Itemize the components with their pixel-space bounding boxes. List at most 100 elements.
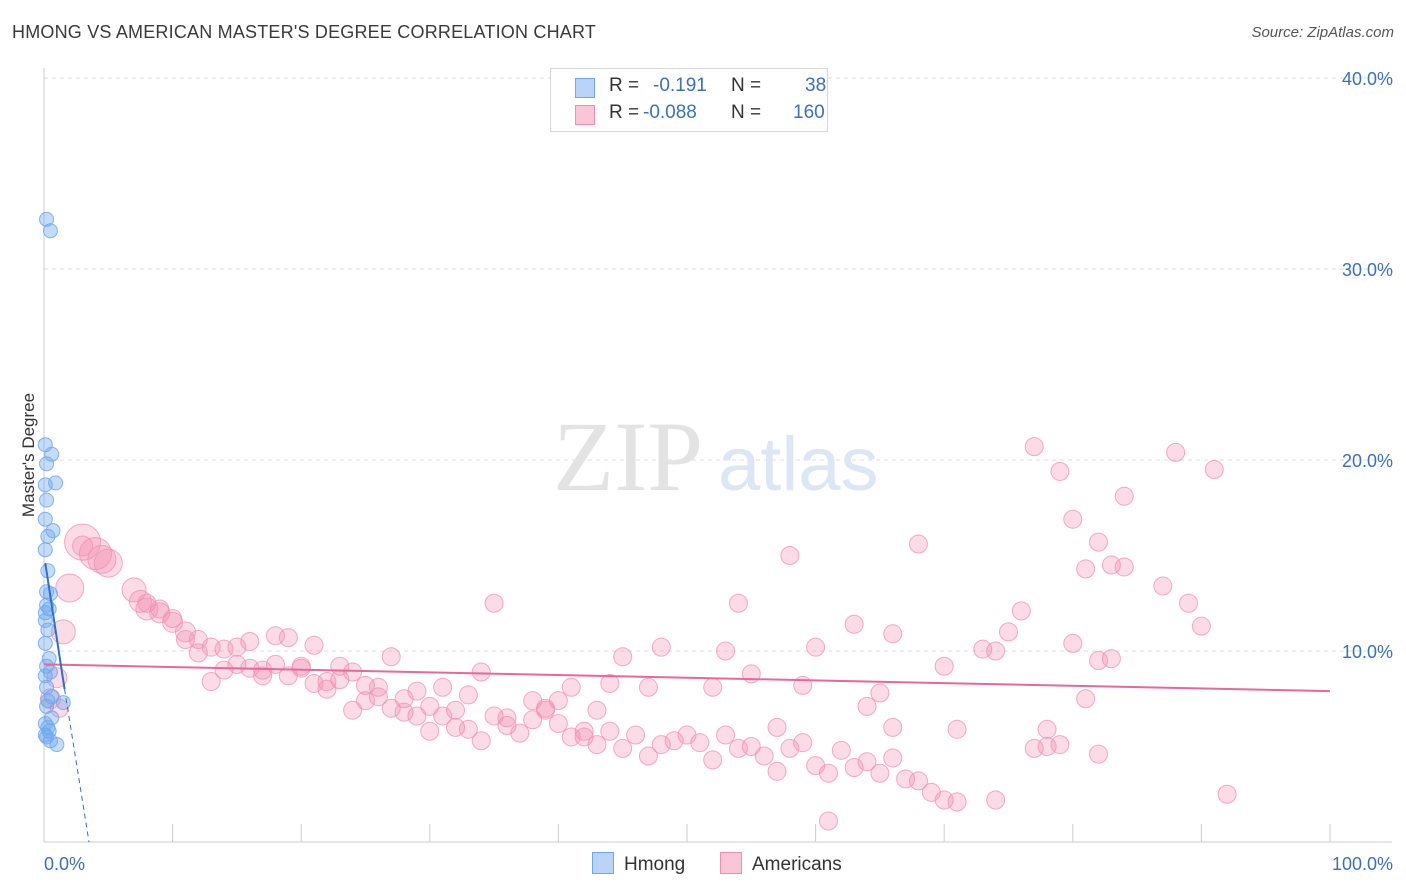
americans-point [240,631,260,651]
americans-point [613,647,633,667]
source-label: Source: ZipAtlas.com [1251,24,1394,41]
americans-point [55,573,85,603]
americans-point [471,662,491,682]
americans-point [741,664,761,684]
hmong-point [49,737,65,753]
hmong-point [40,719,56,735]
americans-point [638,746,658,766]
hmong-point [40,528,56,544]
americans-point [870,763,890,783]
hmong-point [39,584,55,600]
y-tick-label: 20.0% [1342,451,1393,471]
americans-point [317,672,337,692]
americans-points [39,437,1237,831]
bottom-legend-hmong-label: Hmong [624,854,686,875]
americans-point [1191,616,1211,636]
americans-point [343,700,363,720]
watermark: ZIP atlas [553,401,879,512]
y-tick-label: 40.0% [1342,69,1393,89]
americans-point [93,548,123,578]
americans-point [174,621,196,643]
americans-point [317,679,337,699]
americans-point [574,727,594,747]
americans-point [947,792,967,812]
x-tick-label-min: 0.0% [44,854,85,874]
hmong-point [37,612,53,628]
americans-point [703,750,723,770]
americans-point [433,706,453,726]
hmong-point [44,446,60,462]
americans-point [883,748,903,768]
trend-lines [43,562,1331,843]
americans-point [780,546,800,565]
americans-point [1166,442,1186,462]
americans-point [947,719,967,739]
americans-point [523,710,543,730]
americans-point [214,660,234,680]
americans-point [587,700,607,720]
hmong-point [41,651,57,667]
hmong-point [37,511,53,527]
americans-point [163,609,183,629]
bottom-legend-swatch-hmong [592,852,614,874]
x-tick-label-max: 100.0% [1332,854,1393,874]
legend-n-label: N = [731,102,762,123]
americans-point [986,790,1006,810]
americans-point [651,637,671,657]
americans-point [561,677,581,697]
americans-point [1089,744,1109,764]
bottom-legend-americans: Americans [720,852,842,876]
hmong-point [45,523,61,539]
americans-point [574,721,594,741]
americans-point [548,714,568,734]
americans-point [265,626,285,646]
hmong-trend-line-extension [64,689,90,843]
americans-point [1114,486,1134,506]
americans-point [150,599,170,619]
americans-point [407,706,427,726]
americans-point [188,643,208,663]
hmong-point [37,668,53,684]
americans-point [844,758,864,778]
hmong-point [39,492,55,508]
legend-swatch-americans [575,105,595,125]
americans-point [1089,532,1109,552]
americans-point [767,717,787,737]
americans-point [703,677,723,697]
hmong-point [42,223,58,239]
americans-point [407,681,427,701]
hmong-points [37,211,71,753]
americans-point [857,752,877,772]
americans-point [1063,633,1083,653]
americans-point [806,637,826,657]
americans-point [999,622,1018,642]
americans-point [613,738,633,758]
bottom-legend-americans-label: Americans [752,854,842,875]
americans-point [121,577,147,603]
americans-point [600,673,620,693]
americans-point [227,637,247,657]
americans-point [664,731,684,751]
americans-point [767,761,787,781]
americans-point [986,641,1006,661]
americans-point [368,677,388,697]
americans-point [818,811,838,831]
americans-point [716,725,736,745]
legend-hmong-r: -0.191 [653,75,707,96]
americans-point [394,702,414,722]
americans-point [497,708,517,728]
americans-point [253,666,273,686]
americans-point [128,589,152,613]
americans-point [175,630,195,650]
americans-point [870,683,890,703]
americans-point [1217,784,1237,804]
hmong-point [37,477,53,493]
americans-point [883,624,903,644]
americans-point [1153,576,1173,596]
americans-point [844,614,864,634]
legend-n-label: N = [731,75,762,96]
americans-point [484,593,504,613]
americans-point [1114,557,1134,577]
americans-point [523,691,543,711]
